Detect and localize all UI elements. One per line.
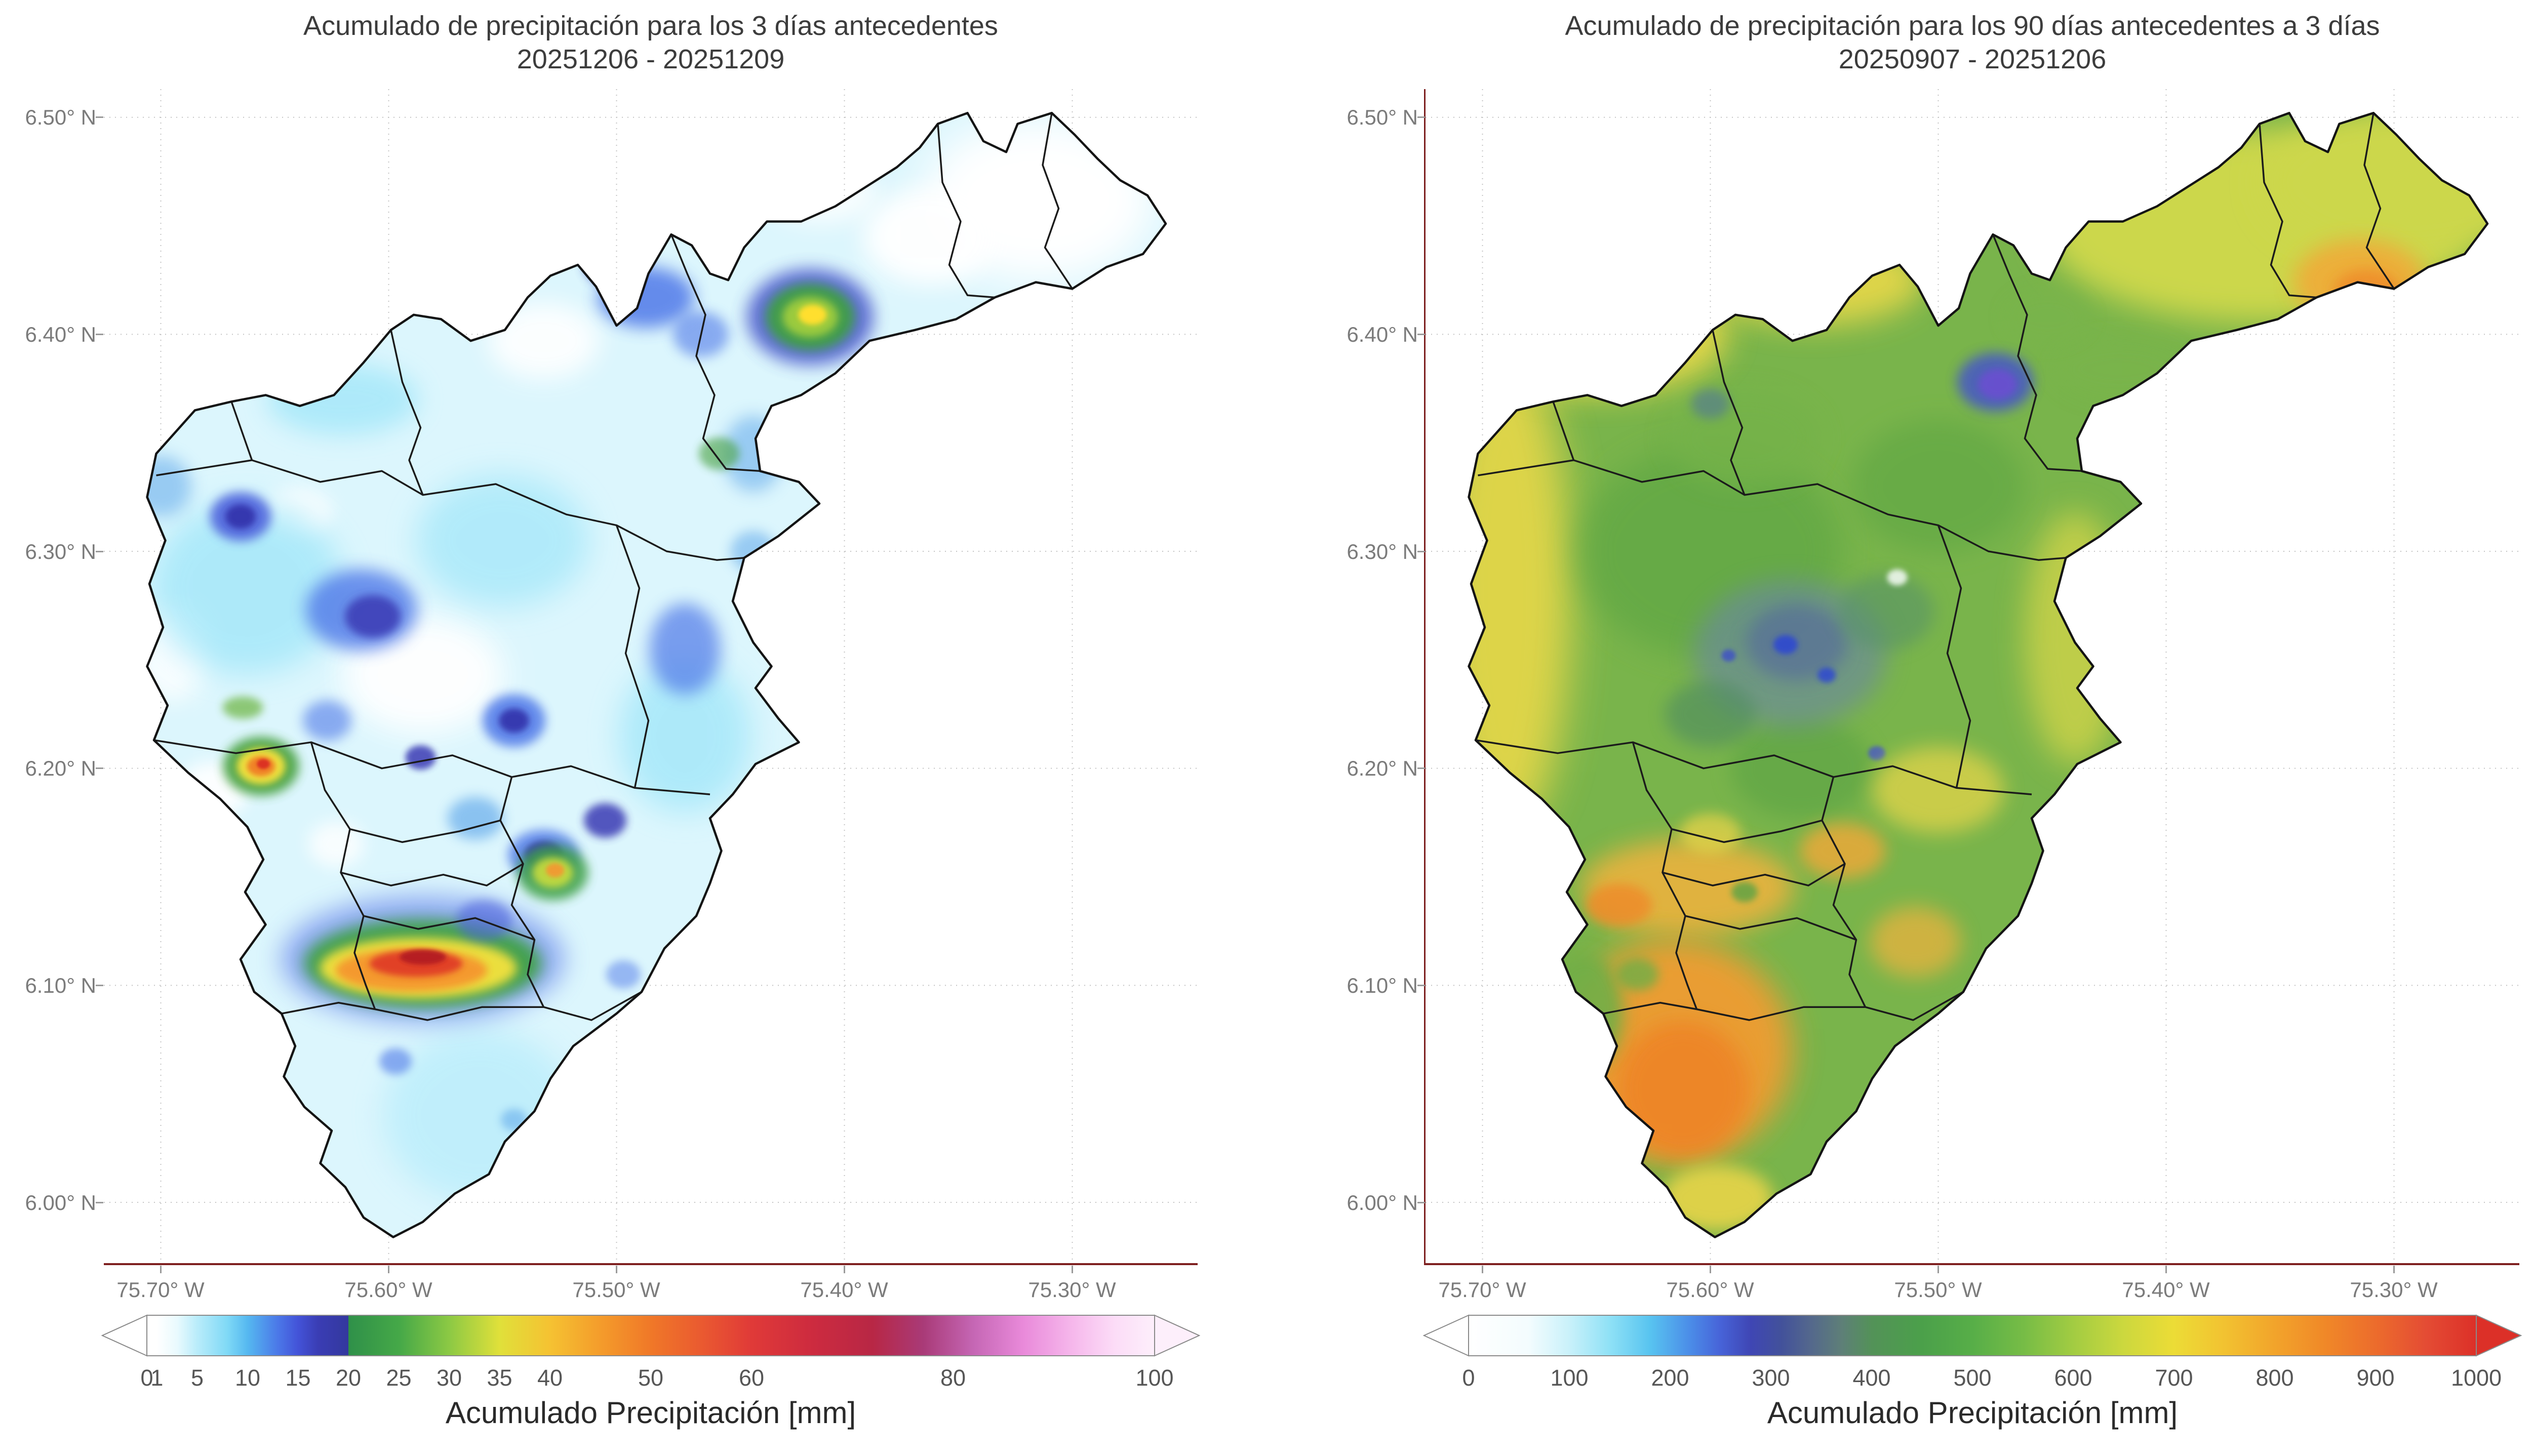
y-tick-label: 6.50° N: [1347, 105, 1418, 129]
cbar-tick-label: 15: [285, 1365, 311, 1391]
left-map-plot-area: [104, 89, 1198, 1263]
cbar-tick-label: 0: [140, 1365, 153, 1391]
y-tick-label: 6.30° N: [1347, 540, 1418, 563]
right-left-spine: [1424, 89, 1426, 1265]
colorbar-3day-label: Acumulado Precipitación [mm]: [445, 1396, 856, 1430]
y-tick-label: 6.30° N: [25, 540, 96, 563]
cbar-tick-label: 10: [234, 1365, 261, 1391]
cbar-tick-label: 600: [2054, 1365, 2092, 1391]
y-tick-label: 6.10° N: [25, 974, 96, 997]
right-panel-title: Acumulado de precipitación para los 90 d…: [1565, 11, 2380, 41]
y-tick: [1417, 767, 1425, 769]
y-tick-label: 6.20° N: [25, 756, 96, 780]
y-tick-label: 6.10° N: [1347, 974, 1418, 997]
colorbar-90day-ticks: 0 100 200 300 400 500 600 700 800 900 10…: [1423, 1365, 2522, 1391]
x-tick: [1937, 1266, 1939, 1273]
cbar-tick-label: 100: [1135, 1365, 1174, 1391]
cbar-tick-label: 400: [1852, 1365, 1891, 1391]
cbar-tick-label: 300: [1752, 1365, 1790, 1391]
x-tick-label: 75.30° W: [2350, 1278, 2438, 1302]
cbar-tick-label: 1: [150, 1365, 164, 1391]
y-tick: [96, 767, 103, 769]
cbar-tick-label: 900: [2356, 1365, 2395, 1391]
cbar-tick-label: 0: [1462, 1365, 1475, 1391]
x-tick-label: 75.50° W: [1894, 1278, 1982, 1302]
precip-map-90day: [1426, 89, 2519, 1263]
x-tick: [1072, 1266, 1073, 1273]
colorbar-90day-label: Acumulado Precipitación [mm]: [1767, 1396, 2178, 1430]
right-map-plot-area: [1426, 89, 2519, 1263]
cbar-tick-label: 50: [638, 1365, 664, 1391]
y-tick: [1417, 551, 1425, 552]
x-tick: [388, 1266, 389, 1273]
x-tick: [616, 1266, 617, 1273]
x-tick: [160, 1266, 162, 1273]
x-tick-label: 75.30° W: [1028, 1278, 1116, 1302]
x-tick-label: 75.70° W: [1438, 1278, 1526, 1302]
x-tick: [844, 1266, 845, 1273]
cbar-tick-label: 100: [1550, 1365, 1589, 1391]
y-tick-label: 6.40° N: [25, 322, 96, 346]
cbar-tick-label: 1000: [2450, 1365, 2502, 1391]
cbar-tick-label: 60: [738, 1365, 765, 1391]
y-tick-label: 6.40° N: [1347, 322, 1418, 346]
y-tick: [1417, 1202, 1425, 1203]
y-tick: [96, 551, 103, 552]
cbar-tick-label: 20: [335, 1365, 362, 1391]
cbar-tick-label: 500: [1953, 1365, 1992, 1391]
y-tick-label: 6.20° N: [1347, 756, 1418, 780]
y-tick-label: 6.00° N: [25, 1191, 96, 1215]
y-tick: [96, 116, 103, 118]
x-tick-label: 75.40° W: [2122, 1278, 2210, 1302]
y-tick: [1417, 334, 1425, 335]
x-tick-label: 75.60° W: [344, 1278, 432, 1302]
colorbar-3day-ticks: 0 1 5 10 15 20 25 30 35 40 50 60 80 100: [101, 1365, 1200, 1391]
y-tick-label: 6.00° N: [1347, 1191, 1418, 1215]
x-tick-label: 75.60° W: [1666, 1278, 1754, 1302]
cbar-tick-label: 800: [2256, 1365, 2294, 1391]
cbar-tick-label: 5: [190, 1365, 204, 1391]
cbar-tick-label: 35: [487, 1365, 512, 1391]
cbar-tick-label: 80: [940, 1365, 966, 1391]
cbar-tick-label: 200: [1651, 1365, 1689, 1391]
left-panel-title: Acumulado de precipitación para los 3 dí…: [303, 11, 998, 41]
y-tick: [96, 1202, 103, 1203]
x-tick: [2393, 1266, 2395, 1273]
colorbar-3day: [101, 1314, 1200, 1357]
left-bottom-spine: [104, 1263, 1198, 1265]
x-tick: [1710, 1266, 1711, 1273]
x-tick-label: 75.50° W: [572, 1278, 660, 1302]
x-tick: [2165, 1266, 2167, 1273]
y-tick: [96, 985, 103, 986]
left-panel-subtitle: 20251206 - 20251209: [517, 44, 785, 74]
colorbar-90day: [1423, 1314, 2522, 1357]
x-tick-label: 75.40° W: [800, 1278, 888, 1302]
cbar-tick-label: 700: [2155, 1365, 2193, 1391]
y-tick: [96, 334, 103, 335]
right-bottom-spine: [1426, 1263, 2519, 1265]
y-tick: [1417, 985, 1425, 986]
precip-map-3day: [104, 89, 1198, 1263]
x-tick-label: 75.70° W: [116, 1278, 205, 1302]
y-tick: [1417, 116, 1425, 118]
cbar-tick-label: 25: [386, 1365, 412, 1391]
right-panel-subtitle: 20250907 - 20251206: [1838, 44, 2107, 74]
cbar-tick-label: 40: [537, 1365, 563, 1391]
x-tick: [1482, 1266, 1483, 1273]
cbar-tick-label: 30: [436, 1365, 462, 1391]
y-tick-label: 6.50° N: [25, 105, 96, 129]
